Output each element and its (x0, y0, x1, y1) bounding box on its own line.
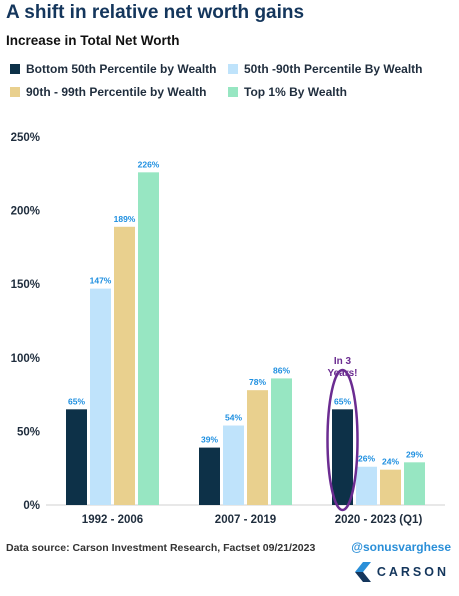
bar-data-label: 147% (90, 276, 112, 286)
legend-item-50-90: 50th -90th Percentile By Wealth (228, 62, 446, 76)
bar-data-label: 86% (273, 365, 290, 375)
annotation-text-line1: In 3 (334, 356, 352, 367)
legend-label: 50th -90th Percentile By Wealth (244, 62, 423, 76)
bar-data-label: 65% (334, 396, 351, 406)
legend-swatch (228, 87, 238, 97)
bar-data-label: 29% (406, 449, 423, 459)
y-tick-label: 50% (17, 426, 40, 438)
y-tick-label: 150% (11, 279, 40, 291)
legend-label: Top 1% By Wealth (244, 85, 347, 99)
highlight-ellipse (326, 368, 359, 512)
legend-item-top-1: Top 1% By Wealth (228, 85, 446, 99)
bar (90, 288, 111, 505)
bar-data-label: 189% (114, 214, 136, 224)
y-tick-label: 200% (11, 206, 40, 218)
bar-chart: 0% 50% 100% 150% 200% 250% 65% 147% 189% 226% 1992… (11, 132, 445, 526)
y-tick-label: 250% (11, 132, 40, 144)
bar-data-label: 78% (249, 377, 266, 387)
bar (66, 409, 87, 505)
bar (356, 466, 377, 505)
brand-name: CARSON (376, 565, 449, 579)
bar (223, 425, 244, 505)
bar (380, 469, 401, 505)
legend-label: 90th - 99th Percentile by Wealth (26, 85, 207, 99)
author-handle[interactable]: @sonusvarghese (351, 540, 451, 554)
bar (332, 409, 353, 505)
bar (247, 390, 268, 505)
bar (199, 447, 220, 505)
legend-swatch (228, 64, 238, 74)
x-category-label: 2007 - 2019 (215, 514, 276, 526)
brand-logo: CARSON (354, 562, 449, 582)
data-source: Data source: Carson Investment Research,… (6, 542, 316, 554)
legend-swatch (10, 87, 20, 97)
bar-data-label: 226% (138, 159, 160, 169)
bar-data-label: 39% (201, 435, 218, 445)
y-tick-label: 0% (23, 500, 40, 512)
annotation-text-line2: Years! (327, 368, 357, 379)
x-category-label: 2020 - 2023 (Q1) (335, 514, 423, 526)
bar-data-label: 24% (382, 457, 399, 467)
legend-item-bottom-50: Bottom 50th Percentile by Wealth (10, 62, 228, 76)
chart-title: A shift in relative net worth gains (6, 2, 305, 23)
x-category-label: 1992 - 2006 (82, 514, 143, 526)
legend-item-90-99: 90th - 99th Percentile by Wealth (10, 85, 228, 99)
legend-swatch (10, 64, 20, 74)
chart-subtitle: Increase in Total Net Worth (6, 33, 180, 48)
bar-data-label: 54% (225, 413, 242, 423)
bar (271, 378, 292, 505)
bar-data-label: 26% (358, 454, 375, 464)
legend: Bottom 50th Percentile by Wealth 50th -9… (10, 62, 450, 99)
legend-label: Bottom 50th Percentile by Wealth (26, 62, 217, 76)
bar-data-label: 65% (68, 396, 85, 406)
carson-logo-icon (354, 562, 371, 582)
bar (404, 462, 425, 505)
y-tick-label: 100% (11, 353, 40, 365)
bar (138, 172, 159, 505)
bar (114, 226, 135, 505)
